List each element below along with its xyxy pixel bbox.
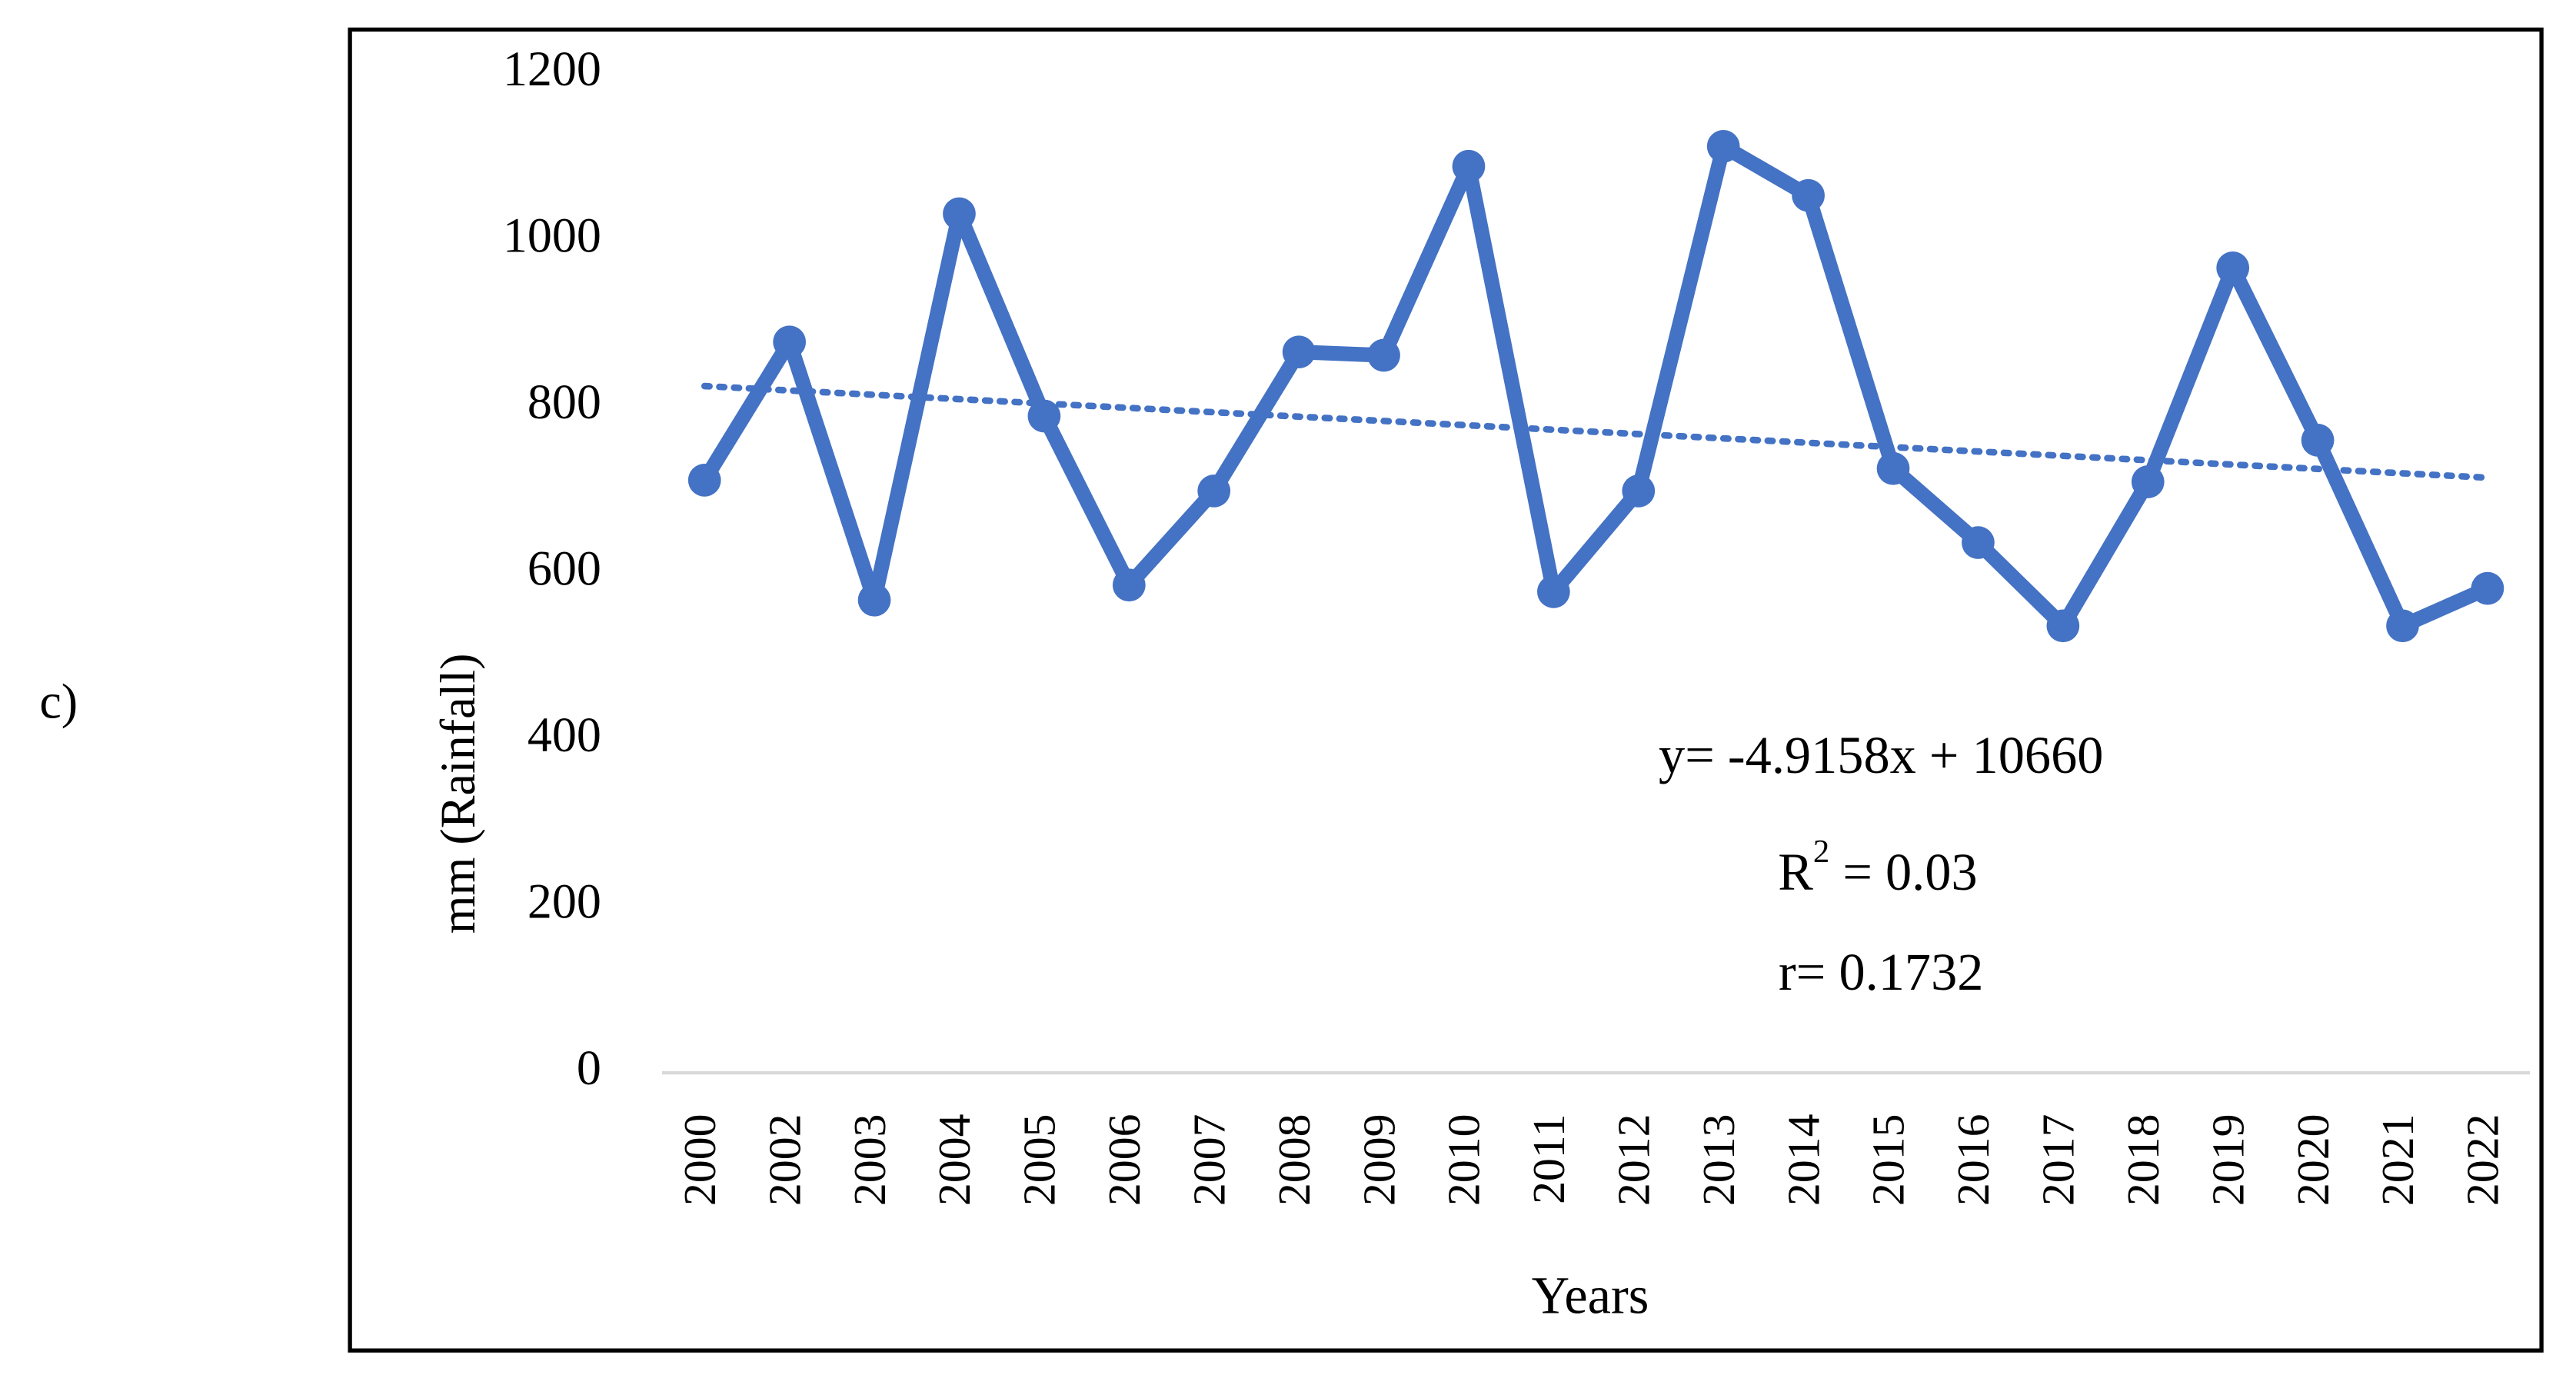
y-tick-label: 1000 (503, 208, 601, 262)
data-point (1452, 149, 1486, 183)
data-point (2131, 465, 2165, 498)
y-axis-label: mm (Rainfall) (431, 653, 485, 934)
data-point (1282, 335, 1316, 369)
data-point (2046, 609, 2080, 643)
data-point (2301, 424, 2335, 457)
r2-base: R (1778, 843, 1813, 901)
y-tick-label: 0 (577, 1040, 601, 1095)
x-tick-label: 2010 (1439, 1114, 1489, 1206)
y-tick-label: 200 (528, 874, 601, 928)
data-point (687, 464, 721, 497)
x-tick-label: 2004 (929, 1114, 980, 1206)
x-tick-label: 2008 (1269, 1114, 1320, 1206)
data-point (1792, 178, 1825, 212)
data-point (1112, 568, 1146, 602)
data-point (2471, 571, 2504, 605)
x-tick-label: 2013 (1693, 1114, 1744, 1206)
x-tick-label: 2005 (1014, 1114, 1065, 1206)
data-point (2386, 609, 2419, 643)
panel-label: c) (39, 674, 78, 728)
data-point (1622, 474, 1656, 508)
data-point (1197, 474, 1231, 508)
chart-frame (348, 27, 2544, 1353)
x-tick-label: 2007 (1183, 1114, 1234, 1206)
data-point (1367, 338, 1400, 372)
r2-sup: 2 (1813, 834, 1829, 870)
correlation: r= 0.1732 (1779, 943, 1983, 1001)
x-tick-label: 2017 (2033, 1114, 2084, 1206)
x-tick-label: 2016 (1948, 1114, 1999, 1206)
data-point (1876, 451, 1910, 485)
x-tick-label: 2000 (674, 1114, 725, 1206)
x-tick-label: 2022 (2458, 1114, 2508, 1206)
data-point (1706, 129, 1740, 163)
x-tick-label: 2006 (1099, 1114, 1150, 1206)
data-point (943, 197, 976, 231)
data-point (1537, 575, 1570, 608)
x-tick-label: 2011 (1523, 1114, 1574, 1204)
x-tick-label: 2014 (1778, 1114, 1829, 1206)
y-tick-label: 400 (528, 707, 601, 762)
data-point (1027, 399, 1061, 433)
data-point (857, 583, 891, 617)
data-point (2216, 251, 2250, 285)
x-tick-label: 2012 (1609, 1114, 1659, 1206)
data-line (698, 138, 2491, 634)
x-tick-label: 2021 (2372, 1114, 2423, 1206)
x-axis-label: Years (1532, 1267, 1649, 1325)
y-tick-label: 800 (528, 375, 601, 429)
y-tick-label: 600 (528, 541, 601, 595)
r2-rest: = 0.03 (1829, 843, 1977, 901)
data-point (1962, 526, 1995, 559)
x-tick-label: 2018 (2118, 1114, 2168, 1206)
equation: y= -4.9158x + 10660 (1659, 726, 2103, 784)
x-tick-label: 2002 (759, 1114, 810, 1206)
y-tick-label: 1200 (503, 42, 601, 96)
x-tick-label: 2015 (1863, 1114, 1914, 1206)
x-tick-label: 2003 (844, 1114, 895, 1206)
r-squared: R2 = 0.03 (1778, 834, 1977, 901)
x-tick-label: 2019 (2202, 1114, 2253, 1206)
trendline (701, 382, 2491, 481)
x-tick-label: 2009 (1353, 1114, 1404, 1206)
x-tick-label: 2020 (2288, 1114, 2338, 1206)
data-point (773, 325, 807, 359)
